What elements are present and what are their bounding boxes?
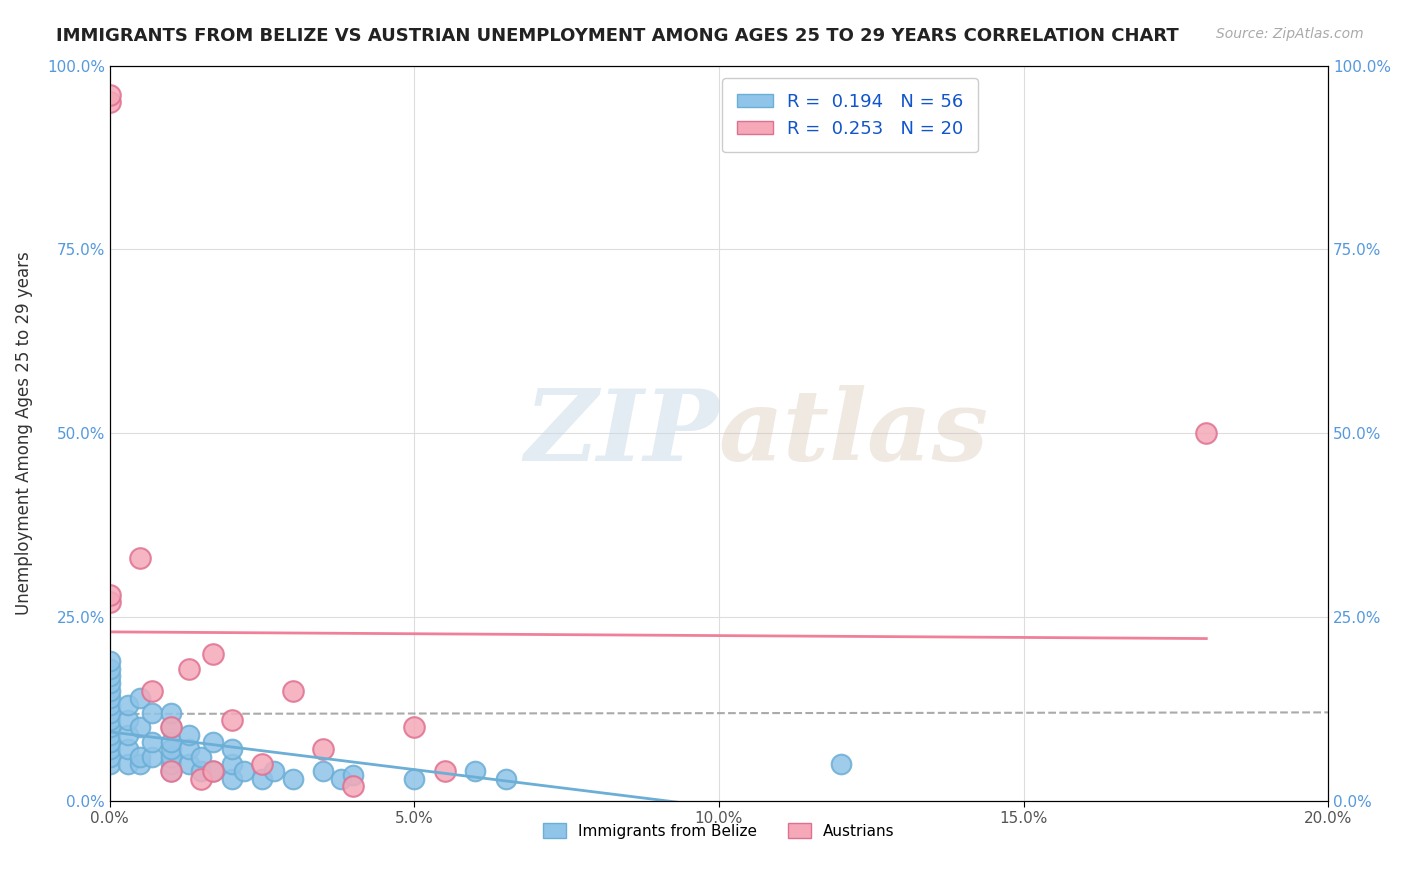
Point bbox=[159, 749, 181, 764]
Point bbox=[312, 742, 335, 756]
Point bbox=[830, 757, 852, 772]
Point bbox=[141, 683, 163, 698]
Point bbox=[98, 698, 121, 713]
Point bbox=[98, 595, 121, 609]
Point bbox=[98, 690, 121, 705]
Point bbox=[232, 764, 254, 779]
Point bbox=[202, 764, 225, 779]
Point bbox=[190, 764, 212, 779]
Point bbox=[177, 757, 200, 772]
Point bbox=[190, 749, 212, 764]
Point bbox=[98, 588, 121, 602]
Point bbox=[159, 764, 181, 779]
Point bbox=[221, 742, 243, 756]
Point bbox=[98, 706, 121, 720]
Point bbox=[129, 749, 152, 764]
Point bbox=[159, 764, 181, 779]
Point bbox=[263, 764, 285, 779]
Text: ZIP: ZIP bbox=[524, 385, 718, 482]
Point bbox=[342, 779, 364, 793]
Point bbox=[141, 735, 163, 749]
Legend: Immigrants from Belize, Austrians: Immigrants from Belize, Austrians bbox=[537, 816, 901, 845]
Point bbox=[202, 735, 225, 749]
Point bbox=[98, 669, 121, 683]
Point bbox=[98, 735, 121, 749]
Point bbox=[159, 757, 181, 772]
Text: atlas: atlas bbox=[718, 385, 988, 482]
Point bbox=[141, 749, 163, 764]
Point bbox=[98, 713, 121, 727]
Point bbox=[98, 654, 121, 668]
Point bbox=[98, 757, 121, 772]
Point bbox=[342, 768, 364, 782]
Point bbox=[117, 742, 139, 756]
Point bbox=[117, 713, 139, 727]
Point bbox=[250, 772, 273, 786]
Point bbox=[464, 764, 486, 779]
Point bbox=[159, 735, 181, 749]
Point bbox=[129, 690, 152, 705]
Point bbox=[221, 757, 243, 772]
Point bbox=[141, 706, 163, 720]
Point bbox=[117, 698, 139, 713]
Point bbox=[202, 647, 225, 661]
Point bbox=[98, 88, 121, 103]
Point bbox=[281, 683, 304, 698]
Point bbox=[177, 661, 200, 675]
Point bbox=[98, 749, 121, 764]
Point bbox=[404, 772, 426, 786]
Point bbox=[98, 728, 121, 742]
Point bbox=[98, 742, 121, 756]
Point bbox=[129, 720, 152, 734]
Point bbox=[177, 742, 200, 756]
Point bbox=[495, 772, 517, 786]
Point bbox=[129, 757, 152, 772]
Point bbox=[281, 772, 304, 786]
Point bbox=[159, 742, 181, 756]
Point bbox=[159, 706, 181, 720]
Point bbox=[98, 661, 121, 675]
Point bbox=[404, 720, 426, 734]
Text: IMMIGRANTS FROM BELIZE VS AUSTRIAN UNEMPLOYMENT AMONG AGES 25 TO 29 YEARS CORREL: IMMIGRANTS FROM BELIZE VS AUSTRIAN UNEMP… bbox=[56, 27, 1180, 45]
Point bbox=[98, 676, 121, 690]
Point bbox=[117, 757, 139, 772]
Point bbox=[221, 713, 243, 727]
Point bbox=[330, 772, 353, 786]
Point bbox=[177, 728, 200, 742]
Y-axis label: Unemployment Among Ages 25 to 29 years: Unemployment Among Ages 25 to 29 years bbox=[15, 252, 32, 615]
Point bbox=[129, 551, 152, 566]
Point bbox=[159, 720, 181, 734]
Point bbox=[98, 720, 121, 734]
Point bbox=[312, 764, 335, 779]
Point bbox=[250, 757, 273, 772]
Point bbox=[98, 735, 121, 749]
Point bbox=[202, 764, 225, 779]
Point bbox=[159, 720, 181, 734]
Point bbox=[98, 95, 121, 110]
Point bbox=[221, 772, 243, 786]
Text: Source: ZipAtlas.com: Source: ZipAtlas.com bbox=[1216, 27, 1364, 41]
Point bbox=[98, 683, 121, 698]
Point bbox=[117, 728, 139, 742]
Point bbox=[1195, 426, 1218, 441]
Point bbox=[433, 764, 456, 779]
Point bbox=[190, 772, 212, 786]
